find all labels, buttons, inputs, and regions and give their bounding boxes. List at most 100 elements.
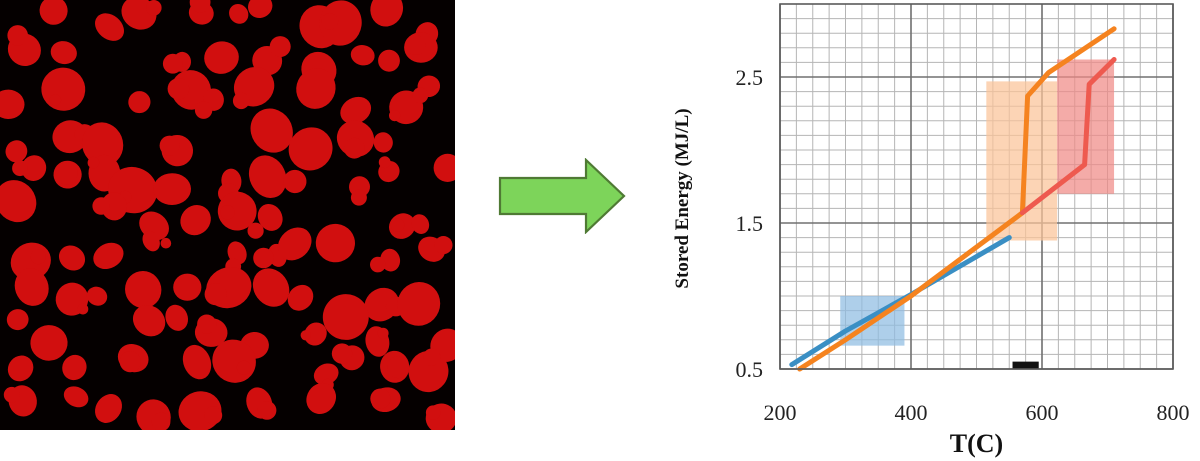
particle	[283, 169, 307, 194]
particle	[378, 49, 400, 72]
particle	[389, 110, 401, 122]
particle	[30, 249, 46, 265]
particle	[433, 153, 455, 182]
particle	[377, 327, 389, 339]
particle	[93, 242, 124, 270]
particle	[173, 273, 202, 301]
particle	[387, 356, 409, 379]
particle	[313, 363, 339, 385]
x-axis-title: T(C)	[950, 429, 1003, 458]
particle	[5, 140, 28, 163]
particle	[247, 222, 264, 239]
particle	[370, 256, 386, 273]
particle	[81, 122, 124, 166]
particle	[167, 78, 190, 100]
particle	[257, 203, 283, 231]
particle	[30, 325, 68, 361]
particle	[194, 101, 213, 119]
particle	[288, 127, 333, 171]
y-axis-title: Stored Energy (MJ/L)	[672, 108, 693, 288]
particle	[101, 192, 128, 221]
particle	[253, 247, 274, 269]
particle	[247, 0, 273, 18]
particle	[269, 36, 291, 58]
particle	[55, 162, 78, 185]
particle	[204, 41, 239, 74]
particle	[252, 268, 290, 307]
particle	[300, 330, 311, 341]
micrograph-image	[0, 0, 455, 430]
series-line	[1019, 57, 1117, 216]
particle	[62, 354, 87, 381]
particle	[343, 137, 365, 159]
axes: 200 400 600 800 0.5 1.5 2.5	[736, 3, 1190, 425]
series-line	[789, 235, 1012, 368]
particle	[287, 284, 314, 311]
arrow-shape	[498, 158, 626, 234]
particle	[373, 132, 393, 153]
particle	[378, 156, 391, 169]
particle	[153, 173, 191, 206]
particle	[350, 189, 367, 206]
particle	[322, 294, 369, 340]
particle	[248, 155, 287, 199]
particle	[63, 386, 89, 408]
shaded-region	[986, 81, 1058, 241]
particle	[182, 344, 212, 380]
particle	[390, 218, 405, 232]
particle	[220, 205, 235, 220]
particle	[12, 160, 28, 177]
particle	[0, 89, 25, 120]
y-tick-label: 1.5	[736, 211, 764, 236]
plot-border	[779, 3, 1174, 370]
particle	[189, 0, 211, 13]
particle	[250, 108, 293, 153]
particle	[229, 4, 249, 24]
particle	[159, 135, 180, 156]
x-tick-label: 800	[1157, 400, 1190, 425]
particle	[217, 191, 257, 231]
particle	[257, 401, 277, 420]
particle	[50, 41, 77, 65]
particle	[151, 412, 171, 430]
x-tick-label: 600	[1026, 400, 1059, 425]
black-marker	[1012, 361, 1039, 369]
particle	[434, 236, 453, 255]
y-tick-label: 0.5	[736, 357, 764, 382]
particle	[87, 156, 100, 169]
particle	[77, 303, 89, 315]
particle	[405, 34, 426, 55]
particle	[21, 155, 47, 182]
particle	[142, 230, 160, 252]
particle	[319, 0, 362, 46]
particle	[14, 268, 49, 306]
particle	[370, 0, 404, 27]
particle	[0, 180, 37, 223]
particle	[49, 94, 62, 106]
particle	[58, 245, 86, 271]
particle	[132, 305, 166, 337]
particle	[86, 286, 108, 306]
particle	[315, 223, 355, 263]
x-tick-label: 200	[764, 400, 797, 425]
stored-energy-chart: 200 400 600 800 0.5 1.5 2.5 Stored Energy (MJ/…	[672, 3, 1190, 458]
right-arrow-icon	[498, 158, 626, 234]
particle	[6, 309, 29, 331]
particle	[165, 304, 189, 331]
particle	[350, 45, 375, 66]
particle	[423, 348, 441, 366]
particle	[162, 53, 183, 74]
particle	[204, 283, 227, 306]
x-tick-label: 400	[895, 400, 928, 425]
particle	[7, 355, 34, 382]
particle	[39, 0, 68, 25]
particle	[232, 92, 250, 110]
particle	[95, 13, 124, 41]
particle	[306, 382, 337, 415]
particle	[92, 197, 110, 215]
particle	[197, 314, 217, 334]
y-tick-label: 2.5	[736, 65, 764, 90]
particle	[304, 322, 327, 346]
particle	[204, 406, 223, 425]
particle	[370, 388, 391, 409]
